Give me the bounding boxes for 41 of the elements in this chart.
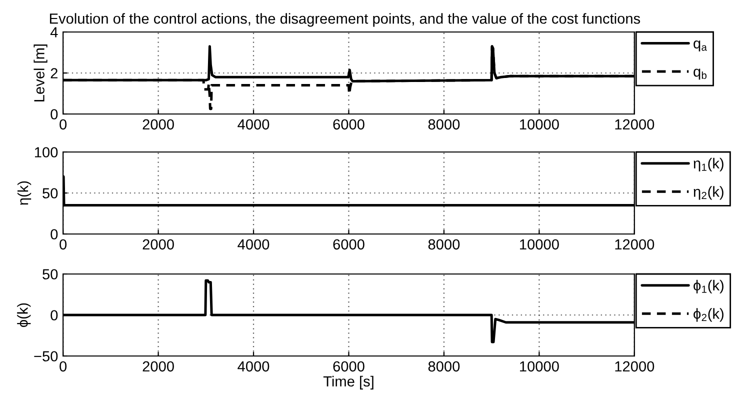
x-tick-label: 2000 [142, 239, 174, 250]
y-axis-title: η(k) [18, 181, 32, 205]
legend-label: ϕ$_{1}$(k) [694, 280, 724, 294]
y-tick-label: 0 [50, 109, 58, 120]
x-tick-label: 10000 [520, 239, 559, 250]
legend-label: η$_{2}$(k) [694, 186, 724, 200]
x-tick-label: 8000 [428, 239, 460, 250]
x-tick-label: 12000 [615, 119, 654, 130]
y-tick-label: 50 [42, 188, 58, 198]
x-tick-label: 12000 [615, 239, 654, 250]
legend-label: q$_{b}$ [694, 68, 706, 80]
x-tick-label: 4000 [238, 361, 270, 372]
y-axis-title: Level [m] [34, 44, 48, 102]
x-tick-label: 8000 [428, 361, 460, 372]
y-axis-title: ϕ(k) [17, 303, 31, 328]
x-tick-label: 10000 [520, 119, 559, 130]
x-tick-label: 6000 [333, 239, 364, 250]
x-tick-label: 4000 [238, 239, 270, 250]
legend-label: ϕ$_{2}$(k) [694, 308, 724, 322]
x-tick-label: 2000 [142, 119, 174, 130]
y-tick-label: 0 [50, 229, 58, 240]
x-tick-label: 0 [60, 361, 67, 372]
y-tick-label: 2 [50, 68, 58, 78]
y-tick-label: 0 [50, 310, 58, 320]
y-tick-label: 4 [50, 27, 58, 38]
text: η$_{1}$(k) [694, 158, 724, 172]
x-tick-label: 8000 [428, 119, 460, 130]
legend-label: q$_{a}$ [694, 40, 707, 52]
y-tick-label: 100 [34, 147, 58, 158]
x-axis-title: Time [s] [323, 376, 374, 390]
y-tick-label: 50 [42, 269, 58, 280]
x-tick-label: 0 [60, 119, 67, 130]
x-tick-label: 4000 [238, 119, 270, 130]
x-tick-label: 12000 [615, 361, 654, 372]
x-tick-label: 6000 [333, 361, 364, 372]
chart-title: Evolution of the control actions, the disagreement points, and the value of the cost functions [50, 13, 640, 27]
x-tick-label: 2000 [142, 361, 174, 372]
x-tick-label: 0 [60, 239, 67, 250]
x-tick-label: 6000 [333, 119, 364, 130]
y-tick-label: −50 [34, 351, 58, 362]
x-tick-label: 10000 [520, 361, 559, 372]
